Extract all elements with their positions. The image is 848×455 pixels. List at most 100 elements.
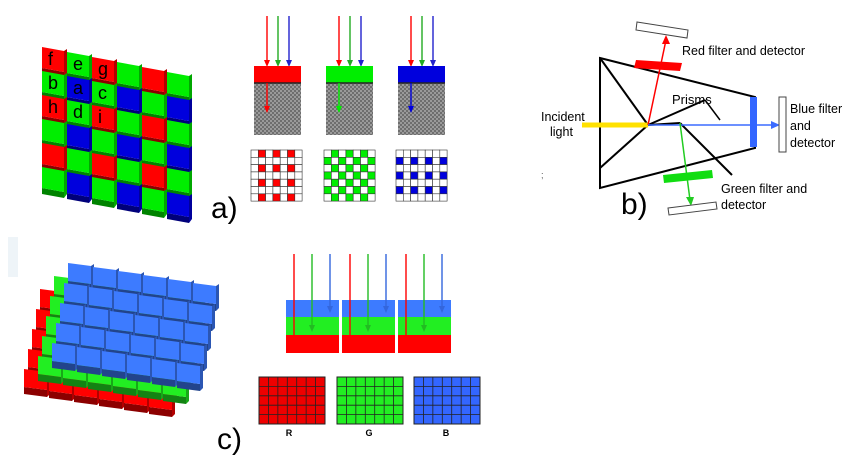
pattern-cell <box>352 193 361 202</box>
pattern-cell <box>410 186 419 195</box>
pattern-cell <box>367 157 376 165</box>
pattern-cell <box>287 157 296 165</box>
mosaic-cell-side <box>189 146 192 175</box>
pattern-cell <box>338 193 347 202</box>
penetration-arrowhead <box>365 325 371 332</box>
stack-cell-side <box>102 369 125 379</box>
pattern-cell <box>345 157 354 165</box>
mosaic-cell-side <box>189 194 192 223</box>
pattern-cell <box>432 178 441 187</box>
mosaic-cell <box>142 67 164 92</box>
pattern-cell <box>323 157 332 165</box>
transmitted-arrowhead <box>264 106 270 113</box>
mosaic-cell-side <box>89 174 92 203</box>
green-beam <box>679 122 691 201</box>
pattern-cell <box>395 164 404 173</box>
mosaic-cell <box>117 62 139 87</box>
pattern-cell <box>323 193 332 202</box>
pattern-cell <box>439 164 448 173</box>
mosaic-cell <box>92 57 114 82</box>
pattern-cell <box>250 157 259 165</box>
stack-cell <box>118 271 141 292</box>
pattern-cell <box>265 178 274 187</box>
mosaic-cell-side <box>114 131 117 160</box>
pattern-cell <box>338 171 347 180</box>
pattern-cell <box>367 164 376 173</box>
mosaic-letter: d <box>73 102 83 122</box>
pattern-cell <box>410 157 419 165</box>
green-beam-arrowhead <box>686 197 694 206</box>
mosaic-cell <box>67 172 89 197</box>
color-filter <box>326 66 373 83</box>
mosaic-cell-side <box>89 126 92 155</box>
pattern-cell <box>272 193 281 202</box>
stray-mark: ; <box>541 170 544 180</box>
pattern-cell <box>338 149 347 158</box>
stack-cell <box>143 275 166 296</box>
mosaic-cell <box>67 76 89 101</box>
channel-grid <box>258 376 326 425</box>
pattern-cell <box>439 149 448 158</box>
pattern-cell <box>323 164 332 173</box>
pattern-cell <box>250 164 259 173</box>
incident-light-label-line1: Incident <box>541 110 585 124</box>
stack-cell <box>52 343 75 364</box>
pattern-cell <box>424 186 433 195</box>
channel-label-g: G <box>365 428 372 438</box>
pattern-cell <box>345 149 354 158</box>
mosaic-cell-side <box>114 83 117 112</box>
mosaic-cell <box>167 168 189 193</box>
pattern-cell <box>417 149 426 158</box>
pattern-cell <box>330 193 339 202</box>
stack-cell <box>156 339 179 360</box>
mosaic-cell-side <box>164 165 167 194</box>
mosaic-cell <box>117 158 139 183</box>
filter-columns <box>254 16 445 135</box>
red-filter-label: Red filter and detector <box>682 44 805 58</box>
transmitted-arrowhead <box>408 106 414 113</box>
mosaic-cell-side <box>114 107 117 136</box>
mosaic-cell <box>92 81 114 106</box>
pattern-cell <box>360 186 369 195</box>
incident-arrowhead <box>347 60 353 67</box>
pattern-cell <box>330 171 339 180</box>
prisms-label: Prisms <box>672 92 712 107</box>
mosaic-cell <box>92 153 114 178</box>
pattern-cell <box>417 164 426 173</box>
stack-cell <box>93 267 116 288</box>
mosaic-cell <box>67 124 89 149</box>
red-beam-arrowhead <box>662 35 670 44</box>
pattern-cell <box>345 193 354 202</box>
channel-label-r: R <box>286 428 293 438</box>
pattern-cell <box>279 186 288 195</box>
channel-grids <box>258 376 481 425</box>
mosaic-cell-side <box>139 160 142 189</box>
mosaic-cell <box>42 47 64 72</box>
stack-cell <box>102 351 125 372</box>
stack-cell <box>139 295 162 316</box>
mosaic-letter: g <box>98 59 108 79</box>
photodiode <box>398 83 445 135</box>
penetration-arrowhead <box>421 325 427 332</box>
stack-cell-side <box>124 403 147 413</box>
prism-edge <box>647 99 706 126</box>
panel-a-label: a) <box>211 192 238 225</box>
incident-arrowhead <box>275 60 281 67</box>
pattern-cell <box>417 186 426 195</box>
pattern-cell <box>417 193 426 202</box>
stack-cell-side <box>212 304 215 331</box>
blue-filter-label-line2: and <box>790 119 811 133</box>
pattern-cell <box>250 149 259 158</box>
pattern-cell <box>395 171 404 180</box>
pattern-cell <box>395 186 404 195</box>
pattern-cell <box>439 186 448 195</box>
pattern-cell <box>432 164 441 173</box>
pattern-cell <box>257 186 266 195</box>
mosaic-letter: f <box>48 49 54 69</box>
panel-c: R G B c) <box>8 237 481 455</box>
pattern-cell <box>272 164 281 173</box>
blue-filter-label-line3: detector <box>790 136 835 150</box>
mosaic-cell <box>67 148 89 173</box>
pattern-cell <box>250 186 259 195</box>
